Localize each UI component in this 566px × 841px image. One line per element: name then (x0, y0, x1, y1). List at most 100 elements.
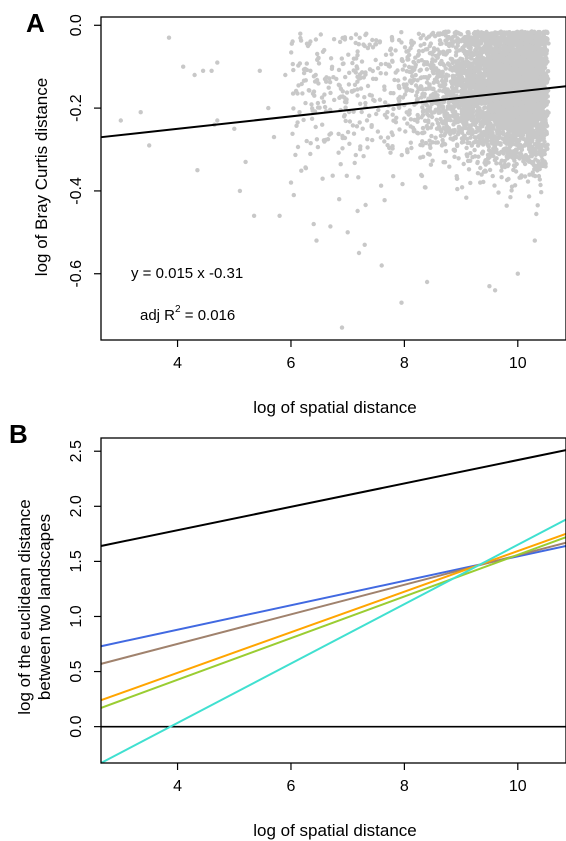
scatter-point (321, 99, 326, 105)
scatter-point (481, 67, 487, 72)
scatter-point (340, 35, 345, 41)
scatter-point (451, 130, 456, 135)
scatter-point (308, 151, 313, 157)
scatter-point (482, 87, 487, 92)
scatter-point (516, 69, 522, 74)
scatter-point (365, 137, 370, 142)
scatter-point (538, 75, 543, 80)
scatter-point (464, 59, 469, 65)
scatter-point (340, 94, 345, 99)
scatter-point (443, 29, 448, 34)
scatter-point (331, 37, 337, 42)
scatter-point (480, 75, 486, 80)
scatter-point (514, 142, 520, 147)
scatter-point (545, 100, 550, 105)
scatter-point (506, 60, 511, 65)
scatter-point (454, 174, 459, 179)
scatter-point (491, 104, 497, 110)
scatter-point (543, 164, 548, 169)
scatter-point (428, 145, 433, 150)
scatter-point (402, 116, 407, 121)
scatter-point (473, 60, 479, 66)
scatter-point (320, 122, 325, 127)
scatter-point (534, 46, 539, 51)
scatter-point (528, 70, 533, 76)
scatter-point (369, 124, 374, 129)
scatter-point (429, 32, 434, 37)
x-tick-label: 8 (400, 355, 409, 372)
y-tick-label: 0.0 (68, 14, 85, 36)
adj-r2-value: = 0.016 (181, 307, 236, 324)
scatter-point (469, 73, 475, 78)
scatter-point (347, 141, 352, 146)
scatter-point (297, 110, 302, 115)
scatter-point (348, 35, 354, 41)
scatter-point (456, 68, 461, 73)
scatter-point (488, 81, 493, 86)
scatter-point (450, 60, 455, 66)
scatter-point (370, 68, 375, 74)
scatter-point (147, 143, 152, 148)
scatter-point (485, 143, 491, 148)
scatter-point (521, 61, 526, 67)
scatter-point (349, 89, 354, 94)
scatter-point (430, 158, 435, 163)
scatter-point (392, 77, 397, 83)
y-tick-label: 1.0 (68, 605, 85, 627)
scatter-point (493, 30, 498, 35)
scatter-point (511, 163, 517, 168)
scatter-point (442, 133, 447, 138)
scatter-point (382, 139, 387, 144)
scatter-point (444, 72, 449, 77)
scatter-point (477, 54, 482, 59)
scatter-point (506, 132, 511, 138)
scatter-point (540, 80, 545, 85)
scatter-point (474, 85, 479, 90)
scatter-point (466, 167, 472, 172)
scatter-point (535, 138, 541, 143)
scatter-point (484, 120, 489, 125)
scatter-point (359, 59, 365, 64)
adj-r2-annotation: adj R2 = 0.016 (140, 304, 235, 324)
scatter-point (540, 31, 546, 36)
scatter-point (387, 145, 392, 151)
scatter-point (393, 48, 398, 53)
scatter-point (479, 133, 485, 139)
scatter-point (437, 32, 442, 37)
scatter-point (508, 122, 513, 128)
scatter-point (513, 149, 518, 154)
scatter-point (526, 194, 532, 199)
scatter-point (531, 57, 536, 63)
scatter-point (493, 55, 498, 60)
scatter-point (367, 113, 372, 118)
scatter-point (475, 160, 480, 166)
scatter-point (374, 111, 379, 117)
scatter-point (479, 123, 484, 128)
scatter-point (401, 82, 406, 87)
scatter-point (468, 86, 473, 92)
scatter-point (475, 116, 480, 121)
scatter-point (322, 104, 328, 110)
scatter-point (484, 128, 489, 134)
scatter-point (506, 48, 512, 53)
scatter-point (463, 90, 469, 96)
scatter-point (342, 99, 348, 105)
scatter-point (505, 77, 510, 83)
scatter-point (414, 93, 419, 98)
scatter-point (355, 93, 360, 98)
scatter-point (493, 81, 498, 87)
scatter-point (336, 150, 341, 155)
scatter-point (483, 49, 488, 54)
scatter-point (391, 106, 396, 112)
scatter-point (518, 65, 524, 71)
scatter-point (419, 115, 424, 120)
scatter-point (529, 36, 534, 42)
scatter-point (464, 34, 470, 40)
scatter-point (352, 160, 357, 166)
scatter-point (433, 135, 438, 140)
scatter-point (511, 155, 517, 161)
scatter-point (320, 49, 326, 54)
scatter-point (341, 61, 346, 66)
scatter-point (437, 41, 443, 47)
scatter-point (444, 129, 449, 135)
